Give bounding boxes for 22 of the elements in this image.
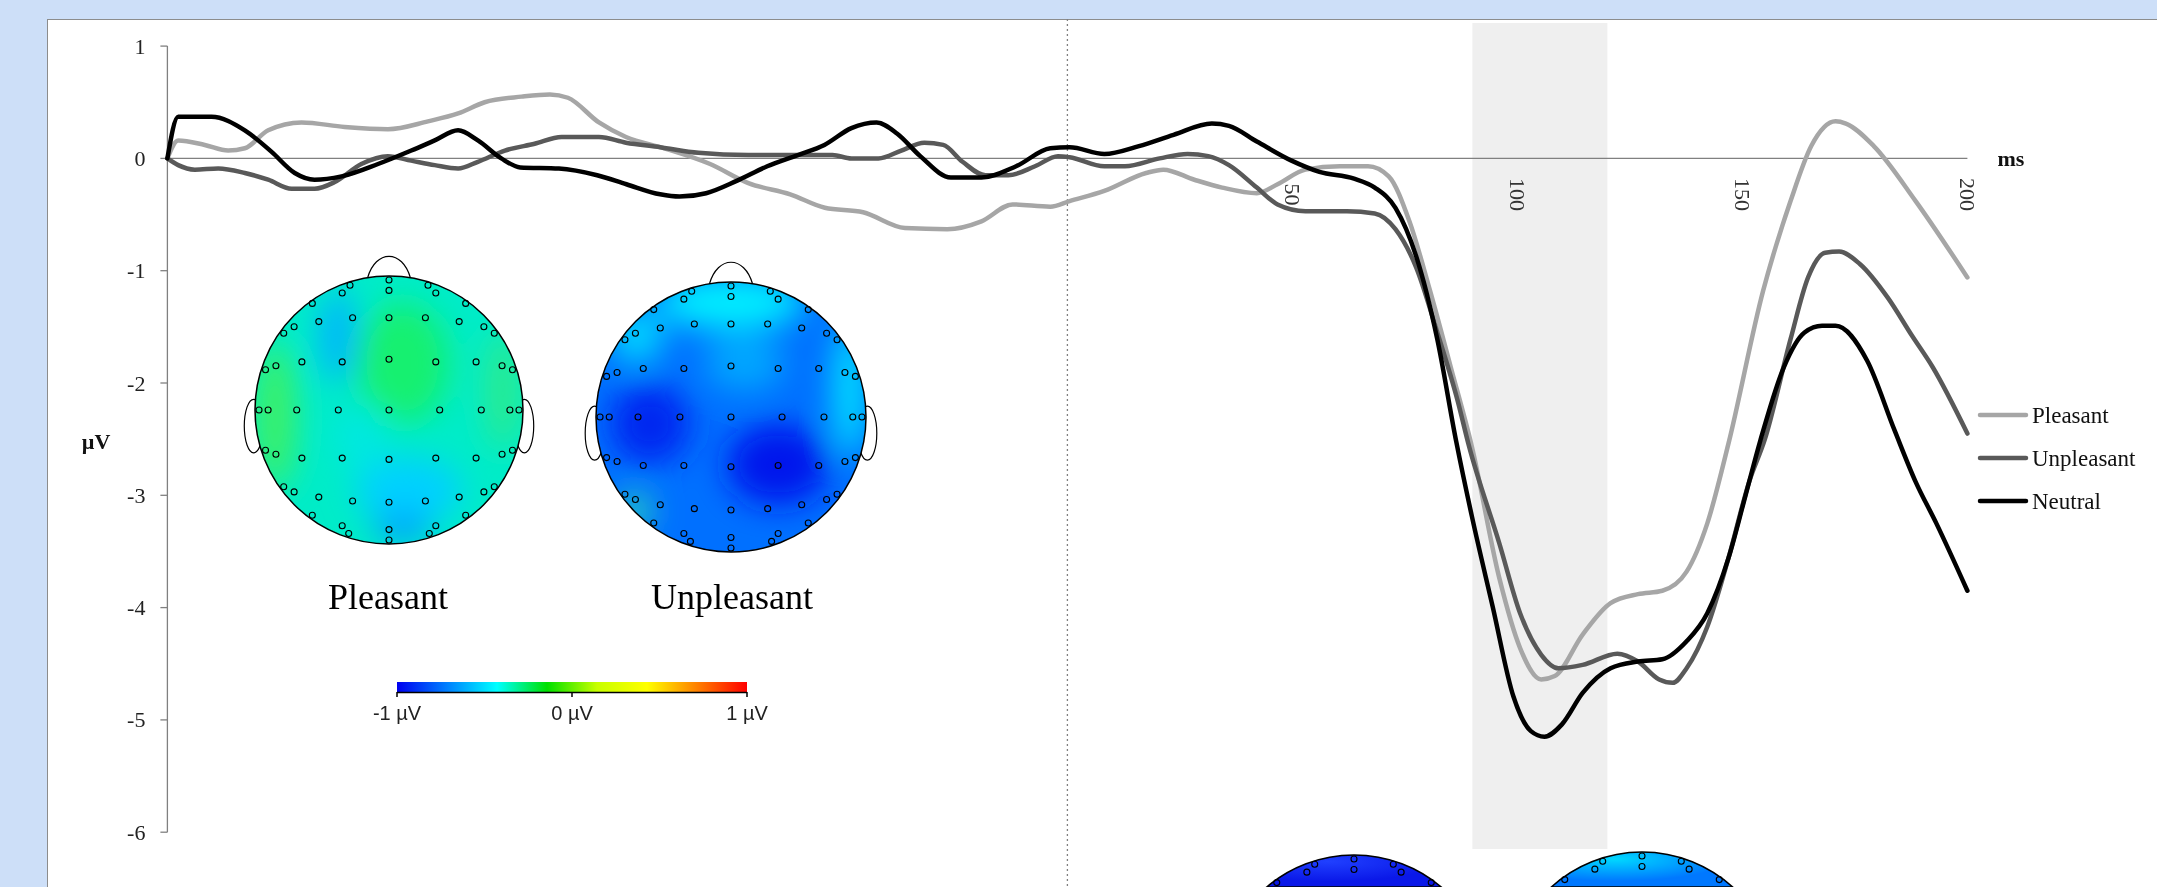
legend-label: Pleasant: [2032, 402, 2110, 428]
annotation: 1 µV: [726, 702, 769, 724]
annotation: 0 µV: [551, 702, 594, 724]
annotation: Unpleasant: [651, 577, 813, 617]
annotation: Pleasant: [328, 577, 448, 617]
x-tick-label: 200: [1954, 177, 1980, 211]
annotation: -1 µV: [372, 702, 422, 724]
x-tick-label: 100: [1504, 177, 1530, 211]
y-tick-label: 1: [134, 33, 146, 59]
y-tick-label: 0: [134, 145, 146, 171]
y-tick-label: -2: [127, 370, 146, 396]
y-tick-label: -6: [127, 819, 146, 845]
y-tick-label: -4: [127, 595, 146, 621]
y-tick-label: -3: [127, 482, 146, 508]
legend-label: Neutral: [2032, 488, 2101, 514]
y-tick-label: -5: [127, 707, 146, 733]
legend-label: Unpleasant: [2032, 445, 2137, 471]
y-tick-label: -1: [127, 258, 146, 284]
x-tick-label: 150: [1729, 177, 1755, 211]
x-tick-label: 50: [1279, 183, 1305, 206]
x-axis-title: ms: [1997, 145, 2025, 171]
y-axis-title: µV: [81, 428, 111, 454]
